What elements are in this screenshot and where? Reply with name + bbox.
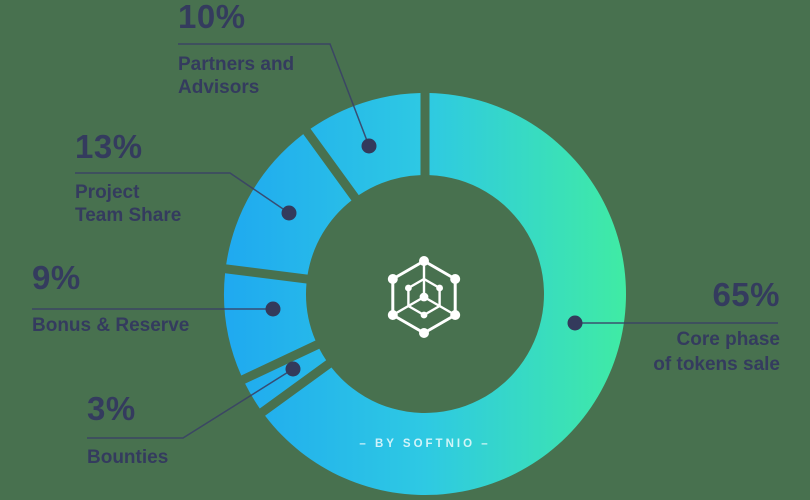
segment-label-team-share: Project Team Share	[75, 182, 182, 226]
leader-line-team-share	[75, 172, 290, 214]
segment-label-bonus-reserve: Bonus & Reserve	[32, 315, 190, 336]
segment-label-core: Core phase of tokens sale	[653, 329, 780, 375]
pct-core: 65%	[712, 276, 780, 313]
anchor-dot-core	[567, 315, 583, 331]
label-group-bonus-reserve: 9% Bonus & Reserve	[32, 261, 189, 337]
pct-bounties: 3%	[87, 390, 136, 427]
donut-segments	[224, 93, 626, 495]
anchor-dot-bounties	[285, 361, 301, 377]
leader-line-bounties	[87, 368, 294, 439]
brand-logo-icon	[387, 256, 461, 338]
anchor-dot-team-share	[281, 205, 297, 221]
label-group-bounties: 3% Bounties	[87, 392, 168, 469]
leader-line-partners	[178, 43, 370, 147]
label-group-partners: 10% Partners and Advisors	[178, 0, 294, 99]
anchor-dot-partners	[361, 138, 377, 154]
leader-lines	[32, 43, 778, 439]
segment-label-bounties: Bounties	[87, 447, 169, 468]
donut-segment-team-share	[226, 134, 352, 275]
anchor-dot-bonus-reserve	[265, 301, 281, 317]
segment-label-partners: Partners and Advisors	[178, 54, 295, 98]
label-group-core: 65% Core phase of tokens sale	[653, 278, 780, 377]
pct-team-share: 13%	[75, 128, 143, 165]
donut-segment-bonus-reserve	[224, 273, 316, 376]
byline-text: – BY SOFTNIO –	[359, 438, 491, 450]
pct-partners: 10%	[178, 0, 246, 35]
label-group-team-share: 13% Project Team Share	[75, 130, 181, 227]
pct-bonus-reserve: 9%	[32, 259, 81, 296]
donut-segment-bounties	[245, 348, 327, 409]
donut-segment-core	[265, 93, 626, 495]
